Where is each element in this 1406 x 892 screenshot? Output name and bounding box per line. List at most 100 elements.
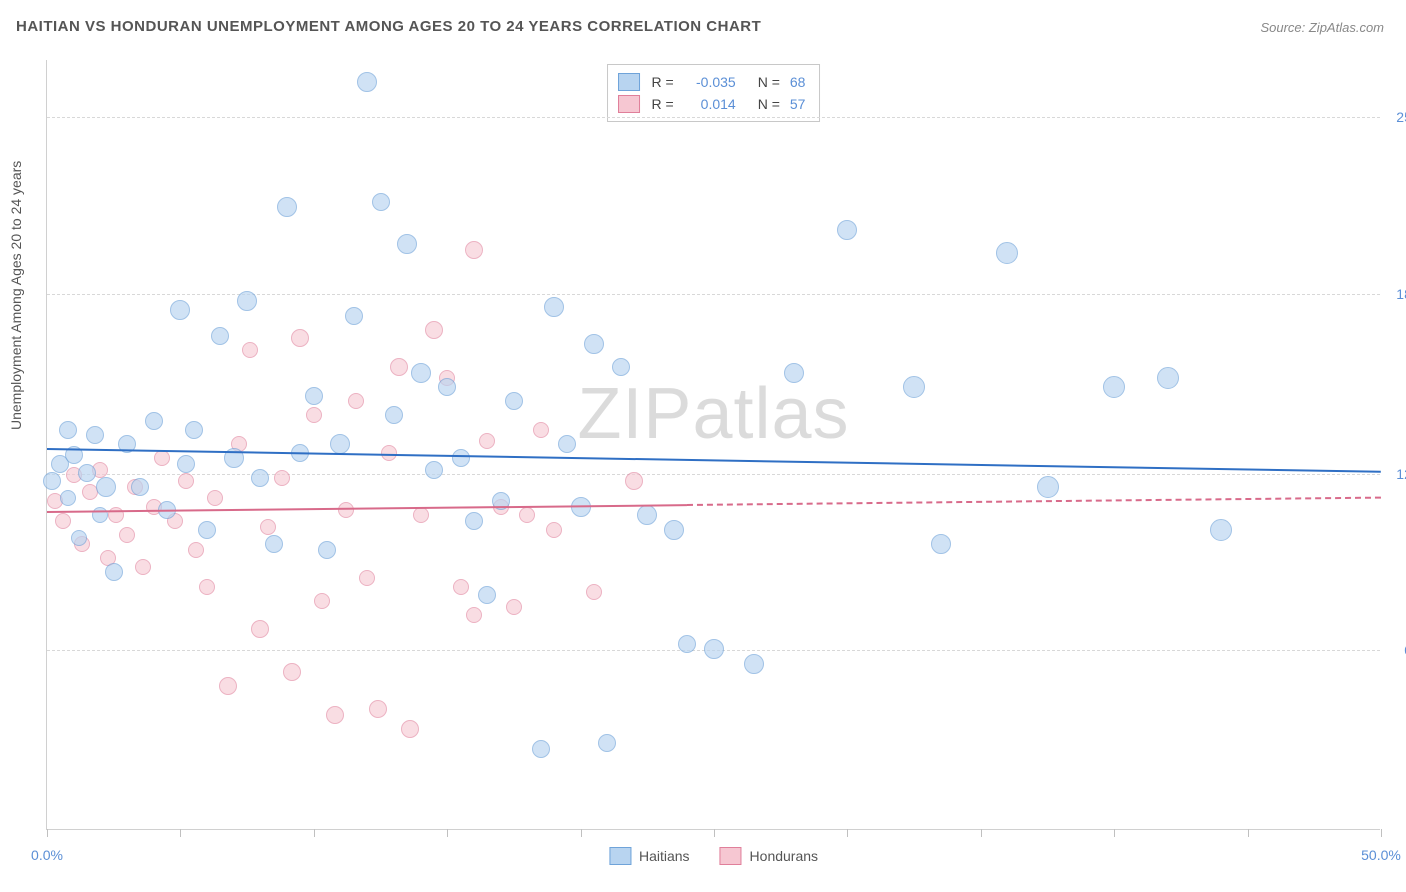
data-point	[390, 358, 408, 376]
data-point	[664, 520, 684, 540]
data-point	[411, 363, 431, 383]
data-point	[519, 507, 535, 523]
data-point	[598, 734, 616, 752]
data-point	[453, 579, 469, 595]
gridline	[47, 117, 1380, 118]
legend-row: R = -0.035 N = 68	[618, 71, 806, 93]
data-point	[178, 473, 194, 489]
y-tick-label: 12.5%	[1396, 466, 1406, 482]
x-tick-label: 50.0%	[1361, 847, 1401, 863]
data-point	[86, 426, 104, 444]
data-point	[1037, 476, 1059, 498]
data-point	[1210, 519, 1232, 541]
data-point	[314, 593, 330, 609]
data-point	[478, 586, 496, 604]
data-point	[544, 297, 564, 317]
data-point	[326, 706, 344, 724]
n-label: N =	[758, 71, 780, 93]
legend-label: Haitians	[639, 848, 690, 864]
data-point	[397, 234, 417, 254]
r-value: -0.035	[684, 71, 736, 93]
data-point	[251, 620, 269, 638]
trendline-haitians	[47, 448, 1381, 473]
data-point	[170, 300, 190, 320]
data-point	[546, 522, 562, 538]
data-point	[185, 421, 203, 439]
data-point	[242, 342, 258, 358]
r-label: R =	[652, 71, 674, 93]
data-point	[465, 241, 483, 259]
data-point	[381, 445, 397, 461]
data-point	[704, 639, 724, 659]
x-tick	[447, 829, 448, 837]
r-label: R =	[652, 93, 674, 115]
trendline-hondurans	[687, 496, 1381, 505]
data-point	[265, 535, 283, 553]
x-tick	[981, 829, 982, 837]
watermark-text: ZIPatlas	[577, 373, 849, 455]
data-point	[71, 530, 87, 546]
data-point	[145, 412, 163, 430]
data-point	[277, 197, 297, 217]
data-point	[78, 464, 96, 482]
data-point	[359, 570, 375, 586]
data-point	[452, 449, 470, 467]
n-value: 68	[790, 71, 806, 93]
data-point	[188, 542, 204, 558]
data-point	[274, 470, 290, 486]
data-point	[678, 635, 696, 653]
chart-title: HAITIAN VS HONDURAN UNEMPLOYMENT AMONG A…	[16, 18, 761, 35]
data-point	[260, 519, 276, 535]
data-point	[154, 450, 170, 466]
data-point	[372, 193, 390, 211]
x-tick	[47, 829, 48, 837]
data-point	[199, 579, 215, 595]
data-point	[931, 534, 951, 554]
data-point	[612, 358, 630, 376]
x-tick	[180, 829, 181, 837]
data-point	[219, 677, 237, 695]
y-axis-label: Unemployment Among Ages 20 to 24 years	[8, 161, 24, 430]
legend-row: R = 0.014 N = 57	[618, 93, 806, 115]
data-point	[625, 472, 643, 490]
legend-swatch	[720, 847, 742, 865]
data-point	[59, 421, 77, 439]
data-point	[558, 435, 576, 453]
data-point	[318, 541, 336, 559]
r-value: 0.014	[684, 93, 736, 115]
n-label: N =	[758, 93, 780, 115]
data-point	[533, 422, 549, 438]
legend-label: Hondurans	[750, 848, 819, 864]
source-attribution: Source: ZipAtlas.com	[1260, 20, 1384, 35]
y-tick-label: 18.8%	[1396, 286, 1406, 302]
data-point	[119, 527, 135, 543]
y-tick-label: 25.0%	[1396, 109, 1406, 125]
data-point	[330, 434, 350, 454]
data-point	[237, 291, 257, 311]
x-tick	[847, 829, 848, 837]
data-point	[207, 490, 223, 506]
data-point	[784, 363, 804, 383]
x-tick	[1248, 829, 1249, 837]
data-point	[96, 477, 116, 497]
data-point	[306, 407, 322, 423]
legend-swatch	[618, 73, 640, 91]
data-point	[43, 472, 61, 490]
x-tick	[714, 829, 715, 837]
n-value: 57	[790, 93, 806, 115]
correlation-legend: R = -0.035 N = 68 R = 0.014 N = 57	[607, 64, 821, 122]
data-point	[637, 505, 657, 525]
data-point	[60, 490, 76, 506]
legend-item: Haitians	[609, 847, 690, 865]
data-point	[105, 563, 123, 581]
legend-item: Hondurans	[720, 847, 819, 865]
series-legend: Haitians Hondurans	[609, 847, 818, 865]
data-point	[198, 521, 216, 539]
data-point	[345, 307, 363, 325]
data-point	[131, 478, 149, 496]
x-tick	[314, 829, 315, 837]
data-point	[425, 321, 443, 339]
gridline	[47, 474, 1380, 475]
data-point	[425, 461, 443, 479]
x-tick-label: 0.0%	[31, 847, 63, 863]
